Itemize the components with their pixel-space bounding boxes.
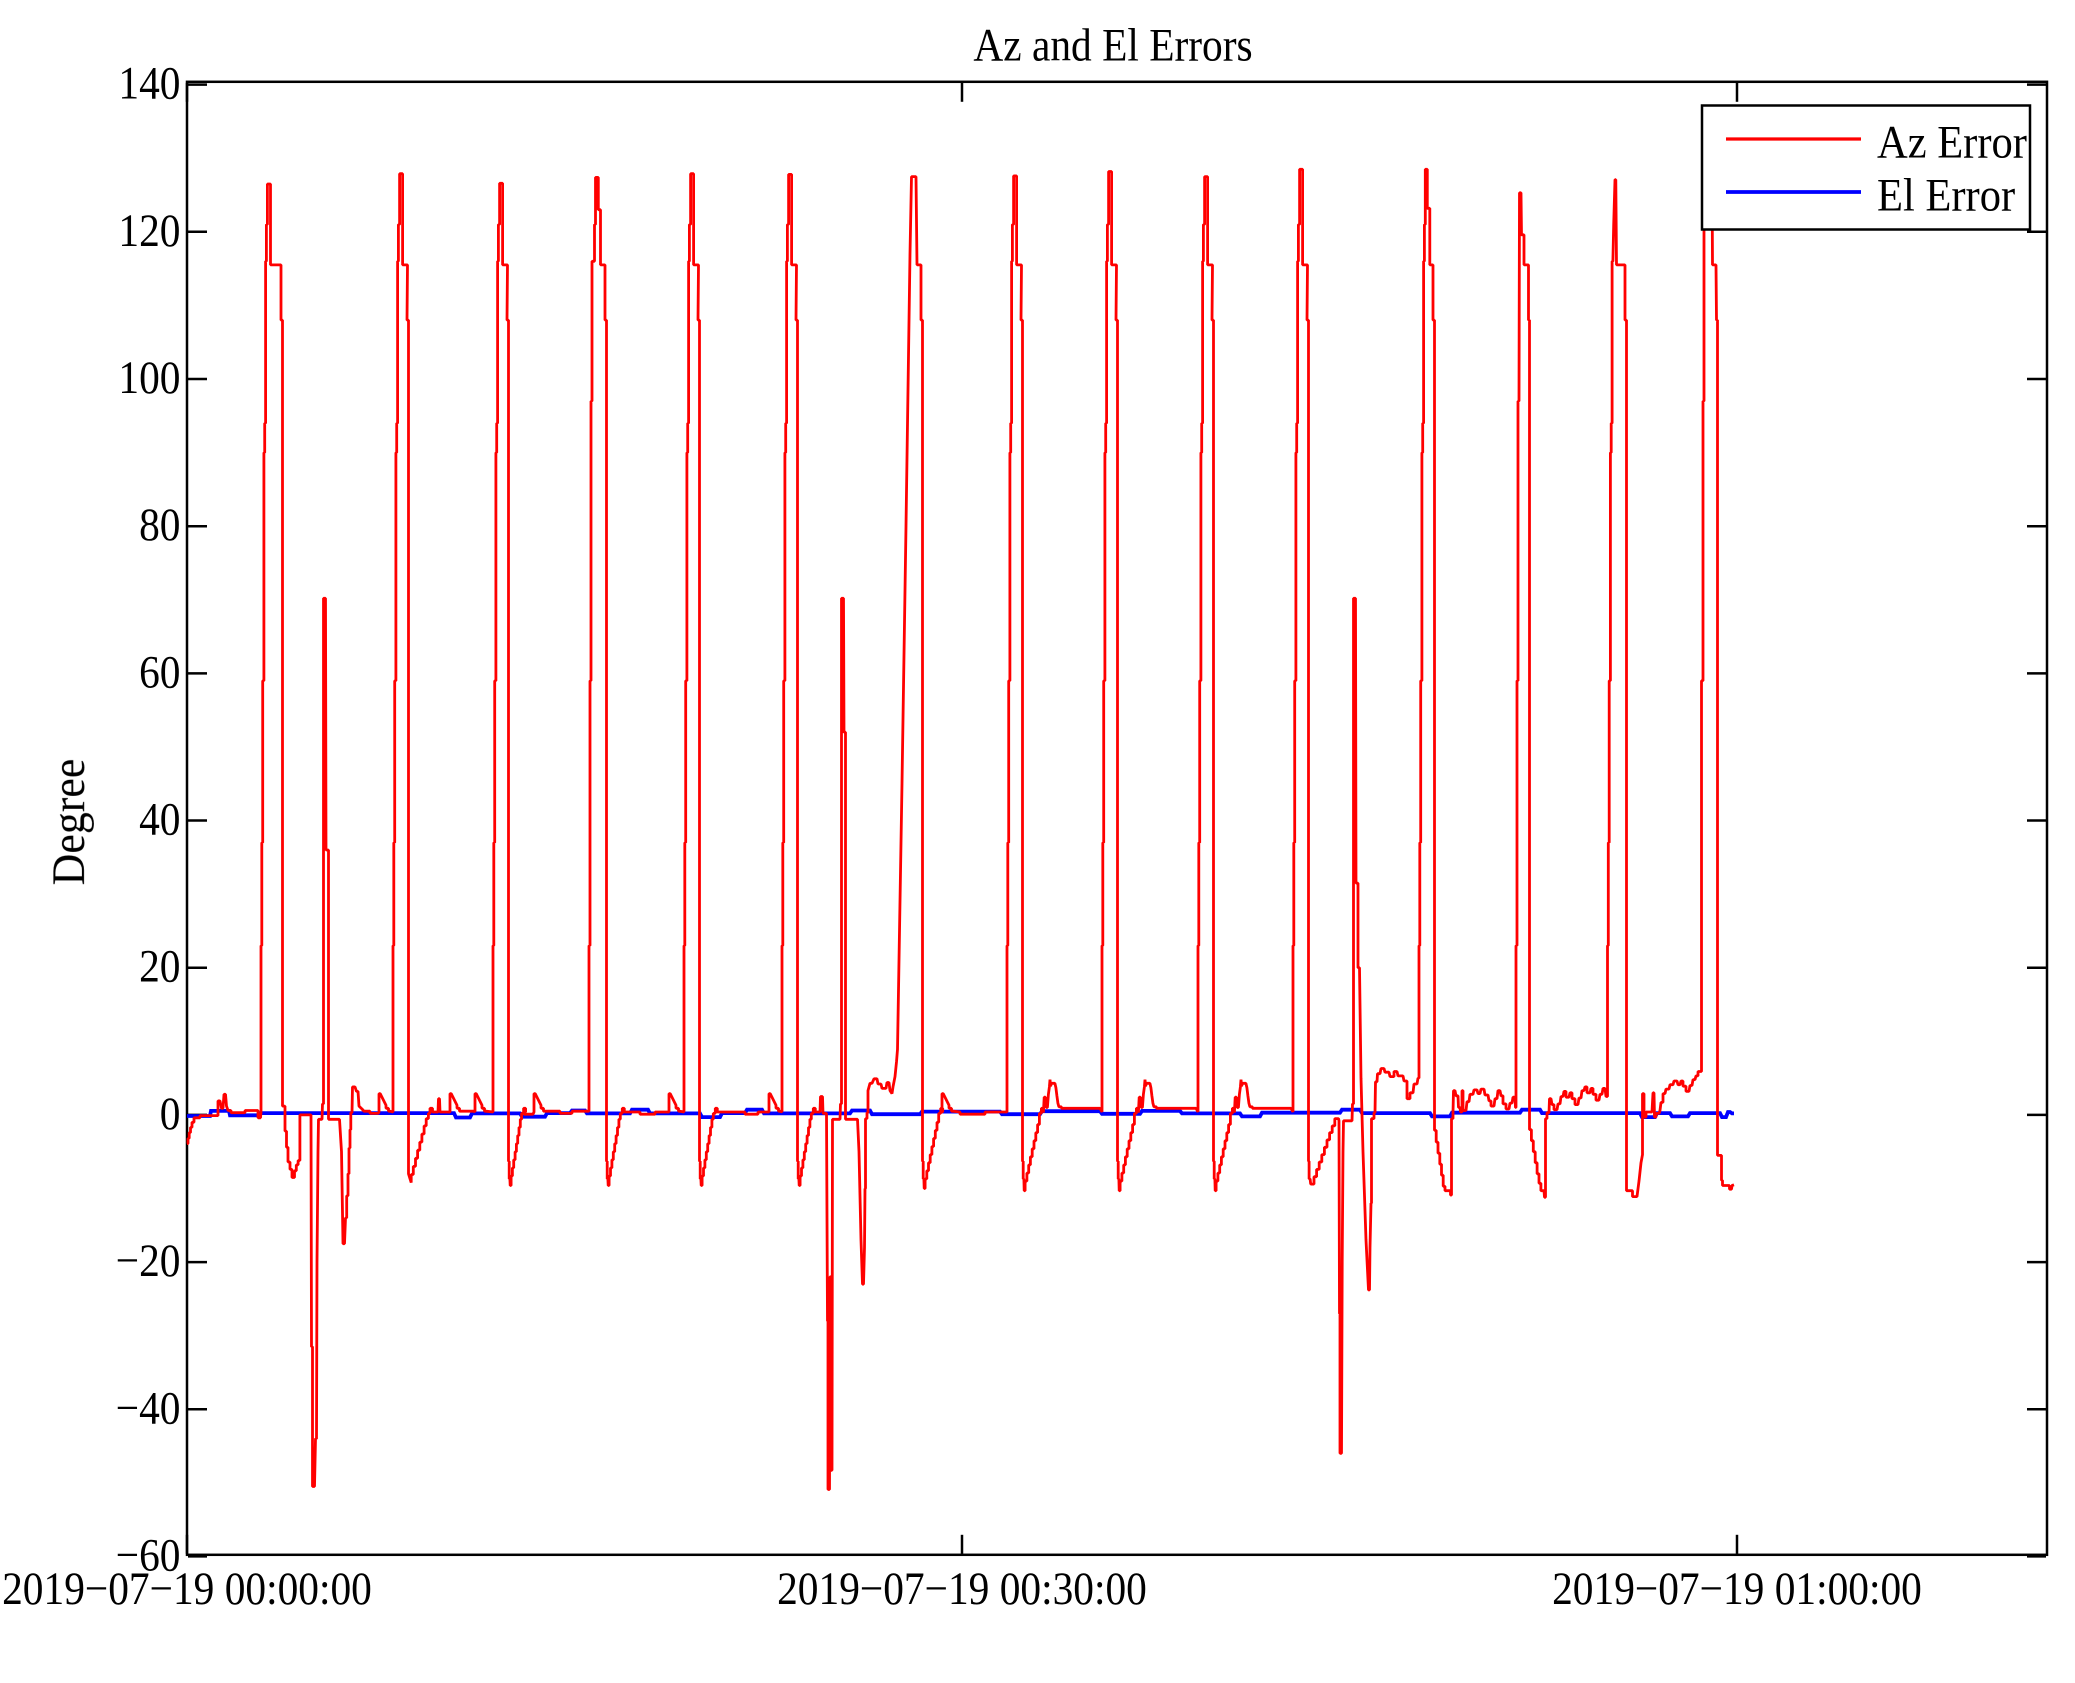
svg-text:−40: −40 [116,1382,181,1434]
svg-text:−20: −20 [116,1235,181,1287]
svg-text:40: 40 [139,793,180,845]
svg-text:2019−07−19 00:30:00: 2019−07−19 00:30:00 [777,1563,1147,1615]
svg-text:80: 80 [139,499,180,551]
svg-text:0: 0 [160,1088,181,1140]
svg-text:60: 60 [139,646,180,698]
svg-text:120: 120 [118,204,180,256]
svg-text:Degree: Degree [43,759,95,886]
svg-text:100: 100 [118,352,180,404]
svg-text:140: 140 [118,57,180,109]
svg-text:Az and El Errors: Az and El Errors [973,19,1252,71]
svg-text:El Error: El Error [1877,169,2015,221]
svg-text:Az Error: Az Error [1877,116,2027,168]
svg-text:2019−07−19 01:00:00: 2019−07−19 01:00:00 [1552,1563,1922,1615]
svg-text:2019−07−19 00:00:00: 2019−07−19 00:00:00 [2,1563,372,1615]
svg-text:−60: −60 [116,1529,181,1581]
svg-text:20: 20 [139,940,180,992]
